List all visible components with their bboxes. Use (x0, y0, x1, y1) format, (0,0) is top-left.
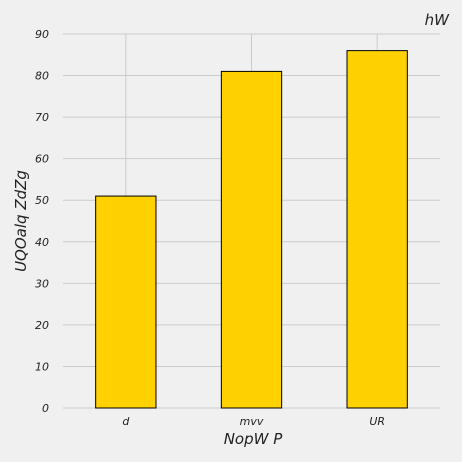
x-tick-labels: d mvv UR (122, 415, 385, 428)
bar-mvv (220, 70, 283, 409)
bar-d (95, 195, 157, 409)
y-tick-label: 40 (35, 236, 49, 249)
y-tick-label: 50 (35, 194, 49, 207)
y-tick-label: 80 (35, 70, 49, 83)
x-tick-label: mvv (240, 415, 264, 428)
x-tick-label: d (122, 415, 130, 428)
y-tick-labels: 0 10 20 30 40 50 60 70 80 90 (35, 28, 49, 415)
y-tick-label: 90 (35, 28, 49, 41)
y-tick-label: 10 (35, 360, 49, 373)
y-tick-label: 70 (35, 111, 49, 124)
x-axis-title: NopW P (224, 430, 284, 448)
bars (95, 50, 408, 409)
y-tick-label: 20 (35, 319, 49, 332)
y-tick-label: 60 (35, 153, 49, 166)
x-tick-label: UR (369, 415, 385, 428)
bar-UR (346, 50, 408, 409)
chart-title: hW (425, 11, 451, 29)
y-tick-label: 30 (35, 277, 49, 290)
y-axis-title: UQOalq ZdZg (12, 170, 30, 272)
y-tick-label: 0 (42, 402, 49, 415)
